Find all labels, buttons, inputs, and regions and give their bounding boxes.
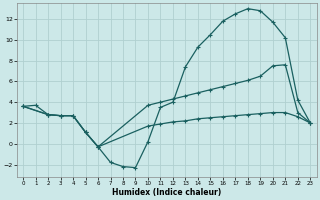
- X-axis label: Humidex (Indice chaleur): Humidex (Indice chaleur): [112, 188, 221, 197]
